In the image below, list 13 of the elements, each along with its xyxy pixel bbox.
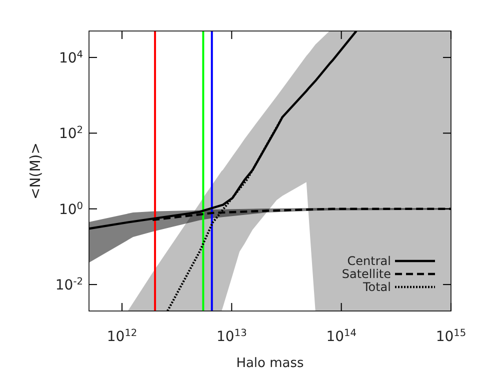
x-tick-label: 10$^{12}$ — [106, 328, 138, 345]
x-axis-title: Halo mass — [236, 356, 304, 371]
legend-label: Central — [347, 254, 391, 268]
x-tick-label: 10$^{15}$ — [436, 328, 466, 345]
y-tick-label: 10$^{-2}$ — [55, 276, 83, 294]
x-tick-label: 10$^{14}$ — [326, 328, 356, 345]
x-tick-label: 10$^{13}$ — [216, 328, 247, 345]
legend-label: Total — [362, 280, 391, 294]
y-tick-label: 10$^{0}$ — [58, 200, 83, 218]
y-tick-label: 10$^{4}$ — [58, 48, 83, 66]
legend-label: Satellite — [342, 267, 391, 281]
y-tick-label: 10$^{2}$ — [58, 124, 83, 142]
y-axis-title: <N(M)> — [28, 142, 44, 200]
